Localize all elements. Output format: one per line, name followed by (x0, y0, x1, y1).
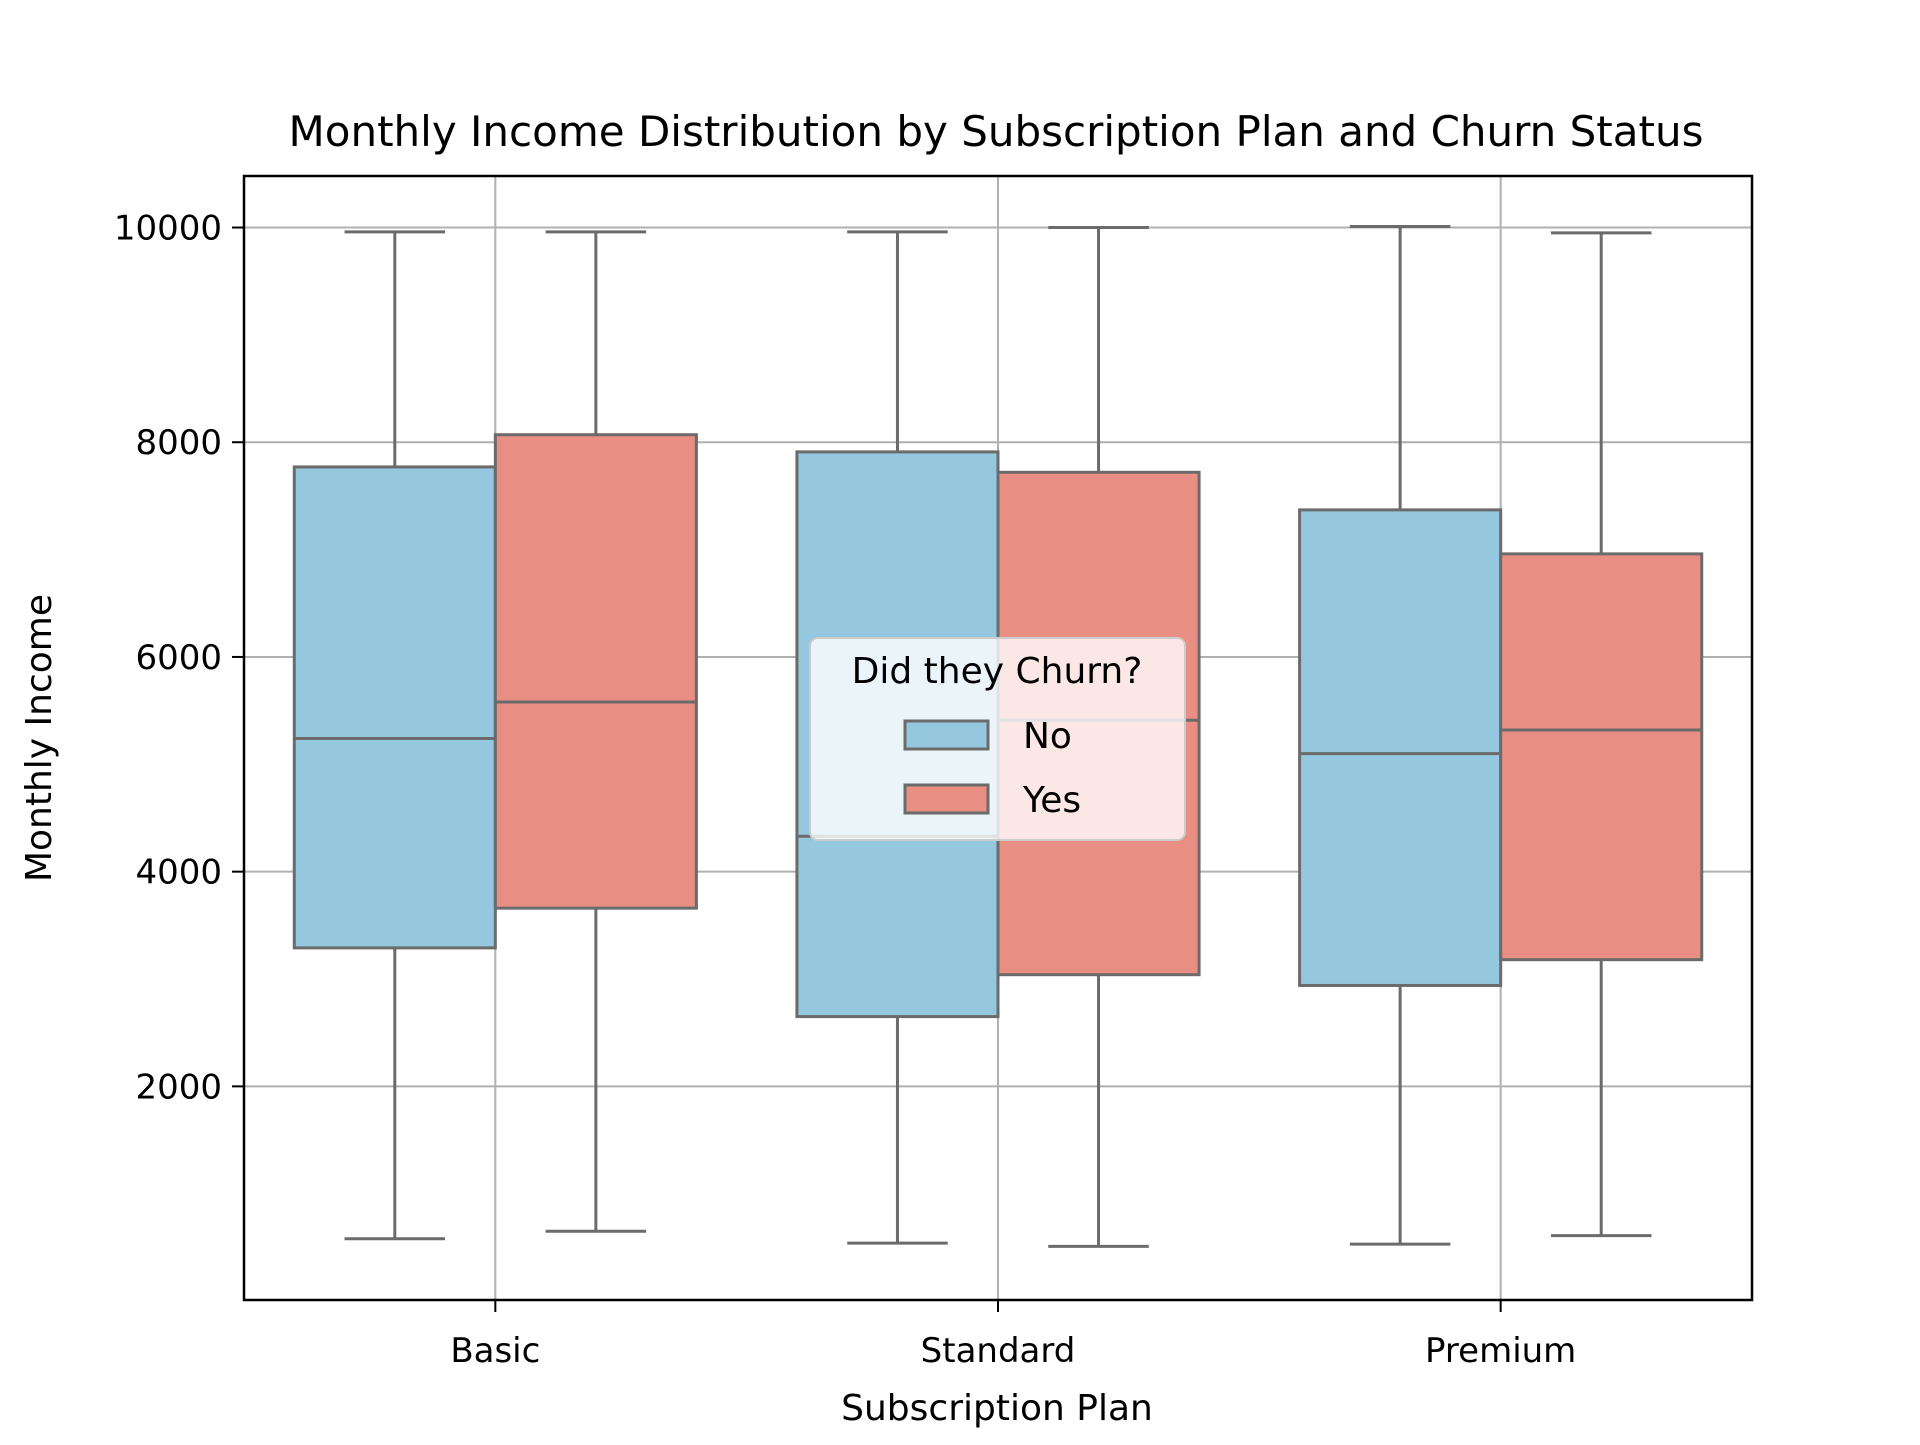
x-axis-label: Subscription Plan (841, 1388, 1153, 1429)
x-tick-label: Premium (1425, 1331, 1576, 1371)
legend-label-no: No (1023, 716, 1072, 757)
legend: Did they Churn? No Yes (809, 637, 1186, 841)
box-iqr (292, 465, 497, 950)
legend-swatch-no (903, 719, 990, 751)
y-axis-label: Monthly Income (19, 594, 60, 882)
x-tick-label: Standard (921, 1331, 1076, 1371)
legend-label-yes: Yes (1022, 780, 1081, 821)
box-iqr (1499, 552, 1704, 962)
box-no-premium (1298, 224, 1503, 1246)
box-yes-premium (1499, 231, 1704, 1238)
box-iqr (493, 433, 698, 910)
box-iqr (1298, 508, 1503, 987)
tick-layer: 2000 4000 6000 8000 10000 Basic Standard Premiu… (114, 209, 1576, 1371)
y-tick-label: 2000 (135, 1067, 222, 1107)
legend-title: Did they Churn? (852, 651, 1143, 692)
legend-swatch-yes (903, 783, 990, 815)
x-tick-label: Basic (450, 1331, 540, 1371)
y-tick-label: 8000 (135, 423, 222, 463)
box-no-basic (292, 230, 497, 1241)
chart-title: Monthly Income Distribution by Subscript… (289, 107, 1704, 156)
box-yes-basic (493, 230, 698, 1233)
y-tick-label: 10000 (114, 209, 222, 249)
y-tick-label: 6000 (135, 638, 222, 678)
y-tick-label: 4000 (135, 853, 222, 893)
